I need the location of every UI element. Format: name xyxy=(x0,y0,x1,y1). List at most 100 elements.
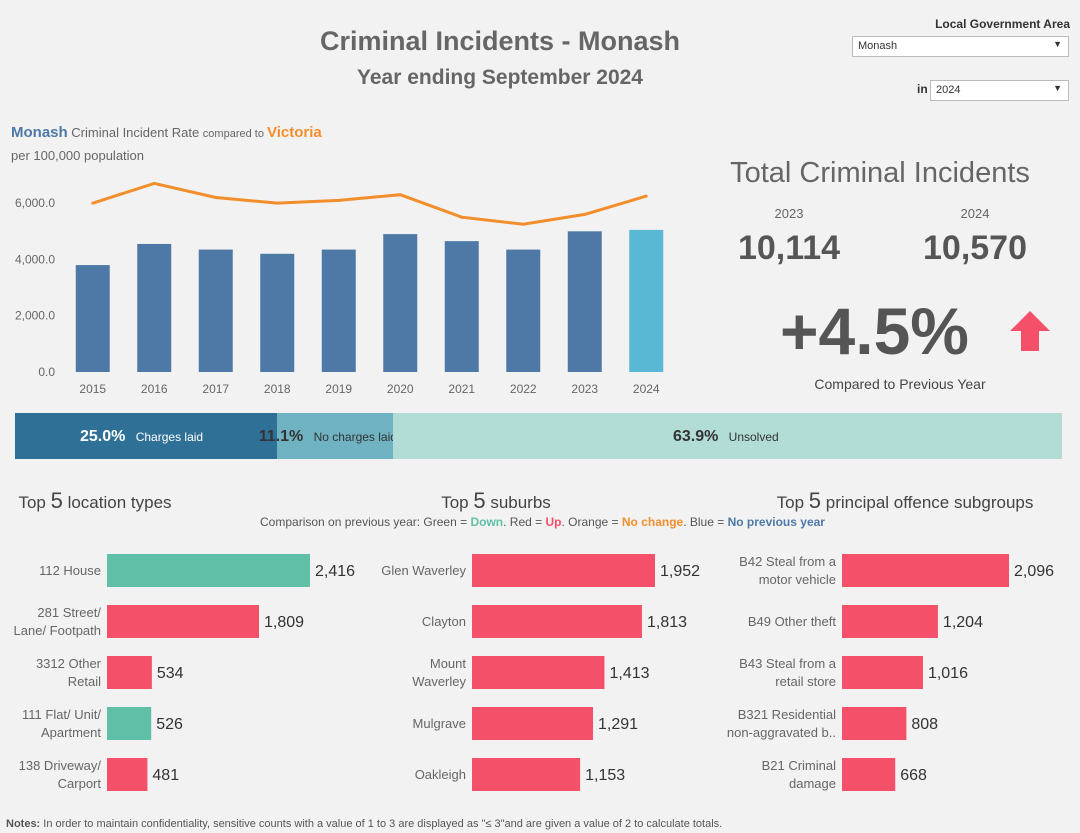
section-title-suburbs: Top 5 suburbs xyxy=(396,488,596,514)
category-label: Apartment xyxy=(41,725,101,740)
bar-2015 xyxy=(75,265,110,372)
rate-title-mid: Criminal Incident Rate xyxy=(67,125,203,140)
bar-2021 xyxy=(444,241,479,372)
curr-year-total: 10,570 xyxy=(923,229,1027,267)
bar-value-label: 1,153 xyxy=(585,767,625,784)
bar-value-label: 526 xyxy=(156,716,183,733)
section-title-text: principal offence subgroups xyxy=(821,493,1034,512)
rate-title-victoria: Victoria xyxy=(267,124,322,141)
category-label: B21 Criminal xyxy=(762,758,837,773)
outcome-bar: 25.0% Charges laid 11.1% No charges laid 6… xyxy=(15,413,1062,459)
bar-value-label: 1,809 xyxy=(264,614,304,631)
offence-subgroups-chart: 2,096 B42 Steal from a motor vehicle 1,204 B… xyxy=(727,554,1054,791)
bar-2022 xyxy=(506,249,541,372)
footnote-text: In order to maintain confidentiality, se… xyxy=(40,818,723,830)
year-filter-label: in xyxy=(917,82,928,96)
victoria-point-2021 xyxy=(460,215,464,219)
section-title-offences: Top 5 principal offence subgroups xyxy=(745,488,1065,514)
bar-value-label: 1,204 xyxy=(943,614,983,631)
bar-value-label: 1,813 xyxy=(647,614,687,631)
bar-Oakleigh xyxy=(472,758,581,791)
bar-281 Street/ Lane/ Footpath xyxy=(107,605,259,638)
x-tick-label: 2015 xyxy=(79,382,106,396)
x-tick-label: 2017 xyxy=(202,382,229,396)
rate-chart-subtitle: per 100,000 population xyxy=(11,148,145,163)
x-tick-label: 2023 xyxy=(571,382,598,396)
outcome-label: 63.9% Unsolved xyxy=(673,428,779,446)
victoria-point-2015 xyxy=(91,201,95,205)
category-label: 3312 Other xyxy=(36,656,102,671)
y-tick-label: 0.0 xyxy=(38,365,55,379)
bar-2023 xyxy=(567,231,602,372)
category-label: 138 Driveway/ xyxy=(19,758,102,773)
section-title-number: 5 xyxy=(808,488,822,513)
bar-B43 Steal from a retail store xyxy=(842,656,923,689)
x-tick-label: 2022 xyxy=(510,382,537,396)
outcome-label: 11.1% No charges laid xyxy=(259,428,397,446)
category-label: Clayton xyxy=(422,614,466,629)
outcome-segment: 63.9% Unsolved xyxy=(392,413,1062,459)
y-tick-label: 6,000.0 xyxy=(15,196,55,210)
bar-value-label: 534 xyxy=(157,665,184,682)
bar-value-label: 481 xyxy=(152,767,179,784)
victoria-line xyxy=(92,181,647,226)
bar-2019 xyxy=(321,249,356,372)
bar-value-label: 1,952 xyxy=(660,563,700,580)
legend-down: Down xyxy=(470,515,504,529)
category-label: Waverley xyxy=(412,674,466,689)
section-title-locations: Top 5 location types xyxy=(0,488,190,514)
outcome-name: No charges laid xyxy=(310,430,397,444)
category-label: Mount xyxy=(430,656,467,671)
bar-2024 xyxy=(629,229,664,372)
comparison-legend: Comparison on previous year: Green = Dow… xyxy=(0,515,1080,529)
section-title-number: 5 xyxy=(50,488,63,513)
outcome-label: 25.0% Charges laid xyxy=(80,428,203,446)
bar-value-label: 2,416 xyxy=(315,563,355,580)
arrow-up-icon xyxy=(1010,311,1050,351)
bar-value-label: 808 xyxy=(911,716,938,733)
category-label: B49 Other theft xyxy=(748,614,837,629)
bar-B49 Other theft xyxy=(842,605,938,638)
legend-text: . Blue = xyxy=(683,515,728,529)
bar-Clayton xyxy=(472,605,642,638)
victoria-point-2024 xyxy=(644,194,648,198)
bar-2020 xyxy=(383,234,418,372)
year-dropdown-value: 2024 xyxy=(936,84,961,96)
bar-2018 xyxy=(260,253,295,372)
section-title-text: location types xyxy=(62,493,172,512)
victoria-point-2017 xyxy=(214,196,218,200)
victoria-point-2023 xyxy=(583,212,587,216)
section-title-number: 5 xyxy=(473,488,486,513)
bar-value-label: 1,291 xyxy=(598,716,638,733)
change-percent: +4.5% xyxy=(780,294,969,368)
section-title-text: Top xyxy=(18,493,51,512)
bar-138 Driveway/ Carport xyxy=(107,758,148,791)
section-title-text: suburbs xyxy=(485,493,551,512)
outcome-name: Charges laid xyxy=(132,430,204,444)
legend-up: Up xyxy=(545,515,562,529)
bar-111 Flat/ Unit/ Apartment xyxy=(107,707,152,740)
category-label: motor vehicle xyxy=(759,572,836,587)
category-label: Lane/ Footpath xyxy=(14,623,101,638)
category-label: Glen Waverley xyxy=(381,563,466,578)
lga-dropdown-value: Monash xyxy=(858,40,898,52)
outcome-segment: 11.1% No charges laid xyxy=(259,413,397,459)
bar-Mulgrave xyxy=(472,707,594,740)
prev-year-total: 10,114 xyxy=(737,229,841,267)
change-caption: Compared to Previous Year xyxy=(814,376,986,392)
lga-filter-label: Local Government Area xyxy=(935,17,1070,31)
legend-text: Comparison on previous year: Green = xyxy=(260,515,471,529)
bar-Mount Waverley xyxy=(472,656,605,689)
legend-text: . Red = xyxy=(503,515,546,529)
lga-dropdown[interactable]: Monash ▼ xyxy=(852,36,1069,57)
category-label: 111 Flat/ Unit/ xyxy=(22,707,101,722)
category-label: Mulgrave xyxy=(413,716,466,731)
year-dropdown[interactable]: 2024 ▼ xyxy=(930,80,1069,101)
rate-title-monash: Monash xyxy=(11,124,68,141)
category-label: B42 Steal from a xyxy=(739,554,837,569)
victoria-point-2018 xyxy=(275,201,279,205)
outcome-name: Unsolved xyxy=(725,430,779,444)
y-tick-label: 4,000.0 xyxy=(15,252,55,266)
x-tick-label: 2020 xyxy=(387,382,414,396)
victoria-point-2020 xyxy=(398,193,402,197)
